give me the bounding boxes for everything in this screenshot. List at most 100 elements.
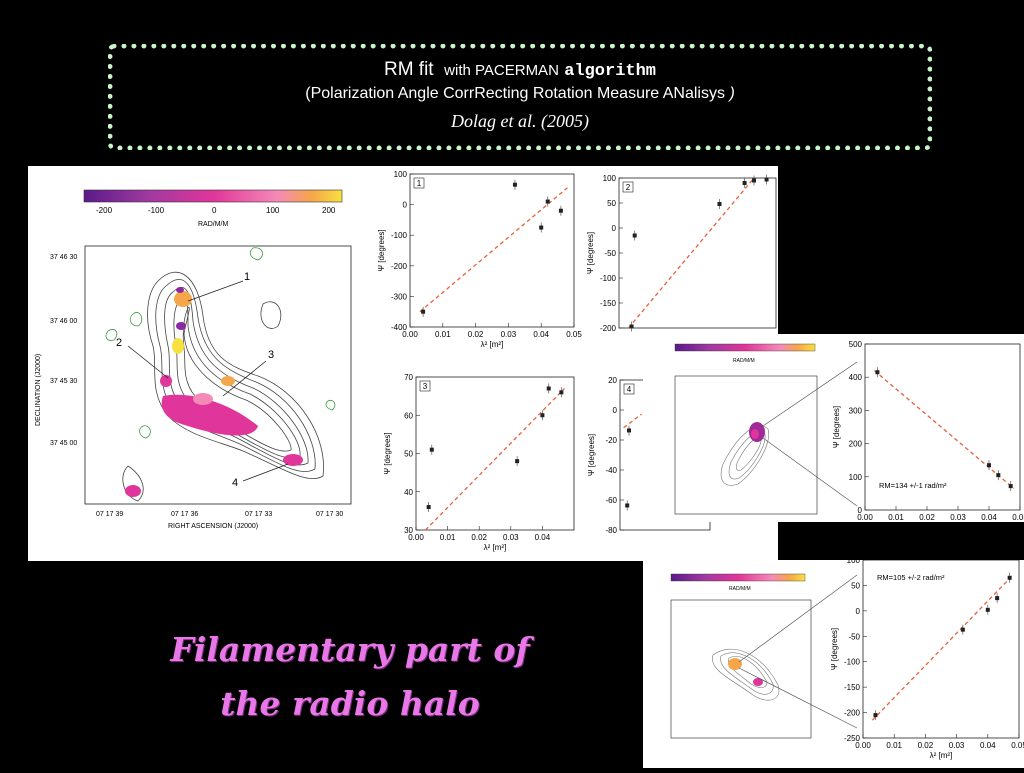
y-tick-label: -250: [844, 734, 861, 743]
data-point: [752, 178, 757, 183]
inset-1-svg: RAD/M/M 0 100 200 300 400 500 0.00 0.01 0.02 0.03…: [674, 340, 1024, 532]
data-point: [629, 324, 634, 329]
rm-plot-inset-2: -250 -200 -150 -100 -50 0 50 100 0.00 0.01 0.02 0.0…: [830, 556, 1024, 760]
y-tick-label: -20: [605, 436, 617, 445]
rm-patches: [125, 287, 303, 497]
inset-panel-2: RAD/M/M -250 -200 -150 -100 -50 0 50 100 0.00 0.0…: [643, 556, 1024, 768]
fit-line: [627, 177, 755, 329]
title-box: RM fit with PACERMAN algorithm (Polariza…: [108, 44, 932, 150]
inset-rm-patch: [753, 678, 763, 686]
x-tick-label: 0.00: [408, 533, 424, 542]
colorbar-tick: 200: [322, 206, 336, 215]
data-point: [995, 596, 1000, 601]
x-tick-label: 0.00: [857, 513, 873, 522]
ra-tick: 07 17 36: [171, 511, 198, 518]
y-tick-label: 300: [849, 406, 863, 415]
y-axis-label: Ψ [degrees]: [377, 229, 386, 271]
y-axis-label: Ψ [degrees]: [383, 432, 392, 474]
colorbar-tick: -100: [148, 206, 165, 215]
y-tick-label: -50: [604, 249, 616, 258]
x-axis-label: λ² [m²]: [481, 340, 504, 349]
fit-line: [623, 413, 642, 429]
marker-label: 1: [244, 271, 250, 283]
marker-label: 3: [268, 349, 274, 361]
inset-colorbar: [674, 343, 816, 352]
fit-line: [871, 574, 1014, 721]
rm-plot-3: 30 40 50 60 70 0.00 0.01 0.02 0.03 0.04 λ² [m²] Ψ […: [383, 373, 575, 552]
y-tick-label: 100: [847, 560, 861, 565]
data-point: [545, 199, 550, 204]
panel-number-box: [623, 383, 635, 395]
y-axis-label: Ψ [degrees]: [832, 406, 841, 448]
y-axis-label: Ψ [degrees]: [587, 434, 596, 476]
y-tick-label: 0: [613, 406, 618, 415]
y-tick-label: -100: [600, 274, 617, 283]
y-tick-label: -60: [605, 496, 617, 505]
rm-plot-2: -200 -150 -100 -50 0 50 100 Ψ [degrees] 2: [586, 174, 777, 333]
map-ylabel: DECLINATION (J2000): [35, 354, 42, 426]
x-tick-label: 0.03: [503, 533, 519, 542]
green-contours: [105, 247, 336, 439]
y-tick-label: -100: [391, 231, 408, 240]
y-tick-label: 70: [404, 373, 413, 382]
data-point: [559, 390, 564, 395]
inset-rm-patch: [728, 658, 742, 670]
colorbar-label: RAD/M/M: [733, 358, 755, 364]
fit-line: [873, 370, 1015, 489]
y-tick-label: 0: [856, 607, 861, 616]
connector-line: [762, 437, 858, 507]
data-point: [1007, 575, 1012, 580]
data-point: [996, 473, 1001, 478]
data-point: [558, 208, 563, 213]
marker-label: 4: [232, 477, 238, 489]
panel-number-box: [413, 177, 425, 189]
x-tick-label: 0.01: [886, 741, 902, 750]
data-point: [960, 627, 965, 632]
panel-number-box: [622, 181, 634, 193]
x-tick-label: 0.03: [501, 330, 517, 339]
colorbar-tick: 0: [212, 206, 217, 215]
x-tick-label: 0.00: [855, 741, 871, 750]
y-tick-label: -40: [605, 466, 617, 475]
ra-tick: 07 17 33: [245, 511, 272, 518]
data-point: [764, 177, 769, 182]
data-point: [429, 447, 434, 452]
data-point: [985, 607, 990, 612]
y-tick-label: 50: [851, 581, 860, 590]
title-acronym: (Polarization Angle CorrRecting Rotation…: [305, 85, 725, 102]
x-tick-label: 0.02: [468, 330, 484, 339]
radio-contours: [122, 271, 324, 502]
fit-line: [425, 388, 565, 531]
colorbar-tick: -200: [96, 206, 113, 215]
plot-frame: [409, 173, 575, 328]
y-tick-label: -200: [844, 709, 861, 718]
panel-number: 4: [627, 385, 632, 394]
y-tick-label: -80: [605, 526, 617, 535]
data-point: [515, 459, 520, 464]
y-tick-label: -200: [600, 324, 617, 333]
title-pacerman: with PACERMAN: [444, 62, 559, 79]
y-tick-label: 100: [603, 174, 617, 183]
x-tick-label: 0.05: [566, 330, 582, 339]
y-tick-label: -50: [848, 632, 860, 641]
y-tick-label: 60: [404, 411, 413, 420]
connector-line: [762, 361, 858, 427]
y-tick-label: -400: [391, 323, 408, 332]
x-tick-label: 0.00: [402, 330, 418, 339]
y-tick-label: -150: [600, 299, 617, 308]
colorbar-label: RAD/M/M: [198, 221, 229, 228]
title-line-2: (Polarization Angle CorrRecting Rotation…: [113, 85, 927, 103]
title-citation: Dolag et al. (2005): [451, 111, 589, 131]
colorbar: [83, 189, 343, 203]
x-tick-label: 0.02: [918, 741, 934, 750]
inset-rm-patch: [751, 429, 759, 439]
y-tick-label: 50: [404, 450, 413, 459]
data-point: [632, 233, 637, 238]
x-tick-label: 0.01: [435, 330, 451, 339]
data-point: [987, 463, 991, 468]
plot-frame: [864, 343, 1021, 511]
plot-frame: [415, 376, 575, 531]
x-tick-label: 0.05: [1011, 741, 1024, 750]
y-axis-label: Ψ [degrees]: [586, 232, 595, 274]
y-tick-label: 30: [404, 526, 413, 535]
